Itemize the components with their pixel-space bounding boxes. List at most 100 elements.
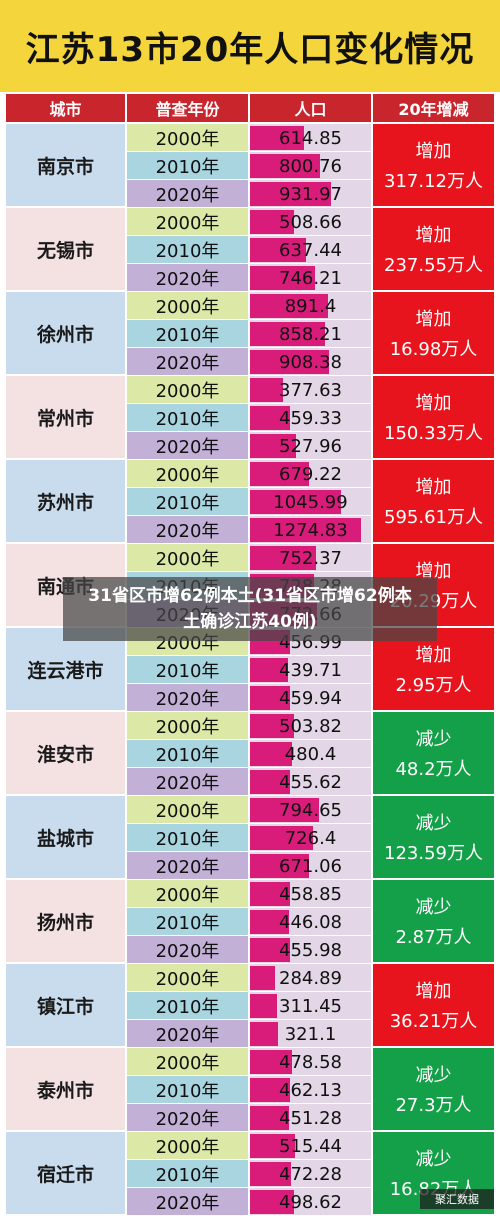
population-bar bbox=[250, 1162, 292, 1186]
population-value: 858.21 bbox=[279, 323, 342, 345]
population-value: 800.76 bbox=[279, 155, 342, 177]
population-value: 508.66 bbox=[279, 211, 342, 233]
population-bar bbox=[250, 798, 320, 822]
city-cell: 苏州市 bbox=[6, 460, 125, 544]
city-cell: 扬州市 bbox=[6, 880, 125, 964]
change-cell: 增加 150.33万人 bbox=[373, 376, 494, 460]
population-cell: 800.76 bbox=[250, 152, 371, 180]
change-amount: 48.2万人 bbox=[395, 759, 472, 780]
city-cell: 宿迁市 bbox=[6, 1132, 125, 1216]
year-cell: 2020年 bbox=[127, 936, 248, 964]
year-cell: 2010年 bbox=[127, 236, 248, 264]
population-cell: 377.63 bbox=[250, 376, 371, 404]
population-bar bbox=[250, 490, 342, 514]
population-bar bbox=[250, 378, 283, 402]
population-bar bbox=[250, 826, 314, 850]
population-cell: 498.62 bbox=[250, 1188, 371, 1216]
population-cell: 478.58 bbox=[250, 1048, 371, 1076]
population-bar bbox=[250, 546, 316, 570]
change-direction: 增加 bbox=[415, 477, 452, 498]
population-cell: 679.22 bbox=[250, 460, 371, 488]
population-bar bbox=[250, 406, 291, 430]
change-direction: 增加 bbox=[415, 309, 452, 330]
population-cell: 503.82 bbox=[250, 712, 371, 740]
city-cell: 徐州市 bbox=[6, 292, 125, 376]
population-cell: 515.44 bbox=[250, 1132, 371, 1160]
change-direction: 减少 bbox=[415, 729, 452, 750]
population-cell: 1274.83 bbox=[250, 516, 371, 544]
year-cell: 2000年 bbox=[127, 796, 248, 824]
population-cell: 459.94 bbox=[250, 684, 371, 712]
change-cell: 增加 237.55万人 bbox=[373, 208, 494, 292]
population-value: 284.89 bbox=[279, 967, 342, 989]
city-cell: 常州市 bbox=[6, 376, 125, 460]
change-direction: 增加 bbox=[415, 645, 452, 666]
year-cell: 2010年 bbox=[127, 1076, 248, 1104]
population-bar bbox=[250, 742, 292, 766]
population-bar bbox=[250, 770, 290, 794]
year-cell: 2000年 bbox=[127, 880, 248, 908]
population-cell: 472.28 bbox=[250, 1160, 371, 1188]
population-cell: 284.89 bbox=[250, 964, 371, 992]
population-cell: 446.08 bbox=[250, 908, 371, 936]
year-cell: 2020年 bbox=[127, 1020, 248, 1048]
year-cell: 2000年 bbox=[127, 712, 248, 740]
population-value: 527.96 bbox=[279, 435, 342, 457]
population-value: 455.62 bbox=[279, 771, 342, 793]
year-cell: 2000年 bbox=[127, 460, 248, 488]
change-amount: 123.59万人 bbox=[384, 843, 483, 864]
population-value: 515.44 bbox=[279, 1135, 342, 1157]
population-cell: 311.45 bbox=[250, 992, 371, 1020]
change-amount: 595.61万人 bbox=[384, 507, 483, 528]
change-direction: 减少 bbox=[415, 897, 452, 918]
population-bar bbox=[250, 1190, 294, 1214]
year-cell: 2010年 bbox=[127, 740, 248, 768]
change-amount: 317.12万人 bbox=[384, 171, 483, 192]
change-cell: 增加 16.98万人 bbox=[373, 292, 494, 376]
population-value: 726.4 bbox=[284, 827, 337, 849]
news-headline-overlay[interactable]: 31省区市增62例本土(31省区市增62例本土确诊江苏40例) bbox=[63, 577, 437, 641]
title-banner: 江苏13市20年人口变化情况 bbox=[0, 0, 500, 92]
year-cell: 2020年 bbox=[127, 1188, 248, 1216]
population-bar bbox=[250, 1050, 292, 1074]
population-bar bbox=[250, 182, 332, 206]
change-amount: 2.95万人 bbox=[395, 675, 472, 696]
header-city: 城市 bbox=[6, 94, 125, 122]
year-cell: 2000年 bbox=[127, 1132, 248, 1160]
city-cell: 无锡市 bbox=[6, 208, 125, 292]
city-cell: 连云港市 bbox=[6, 628, 125, 712]
year-cell: 2020年 bbox=[127, 348, 248, 376]
population-bar bbox=[250, 1022, 279, 1046]
chart-title: 江苏13市20年人口变化情况 bbox=[25, 29, 475, 70]
year-cell: 2000年 bbox=[127, 376, 248, 404]
year-cell: 2020年 bbox=[127, 180, 248, 208]
change-amount: 150.33万人 bbox=[384, 423, 483, 444]
population-bar bbox=[250, 266, 316, 290]
population-bar bbox=[250, 882, 291, 906]
change-direction: 增加 bbox=[415, 393, 452, 414]
change-cell: 增加 36.21万人 bbox=[373, 964, 494, 1048]
population-cell: 671.06 bbox=[250, 852, 371, 880]
population-value: 931.97 bbox=[279, 183, 342, 205]
news-headline[interactable]: 31省区市增62例本土(31省区市增62例本土确诊江苏40例) bbox=[88, 586, 412, 632]
population-value: 472.28 bbox=[279, 1163, 342, 1185]
city-cell: 镇江市 bbox=[6, 964, 125, 1048]
city-cell: 泰州市 bbox=[6, 1048, 125, 1132]
header-change: 20年增减 bbox=[373, 94, 494, 122]
population-bar bbox=[250, 126, 304, 150]
population-value: 439.71 bbox=[279, 659, 342, 681]
population-cell: 637.44 bbox=[250, 236, 371, 264]
population-value: 478.58 bbox=[279, 1051, 342, 1073]
population-bar bbox=[250, 1106, 290, 1130]
year-cell: 2010年 bbox=[127, 320, 248, 348]
population-bar bbox=[250, 154, 320, 178]
population-value: 459.33 bbox=[279, 407, 342, 429]
change-direction: 减少 bbox=[415, 1149, 452, 1170]
population-bar bbox=[250, 210, 295, 234]
change-cell: 减少 2.87万人 bbox=[373, 880, 494, 964]
change-direction: 增加 bbox=[415, 561, 452, 582]
change-amount: 36.21万人 bbox=[389, 1011, 478, 1032]
source-watermark: 聚汇数据 bbox=[420, 1189, 494, 1209]
population-value: 458.85 bbox=[279, 883, 342, 905]
